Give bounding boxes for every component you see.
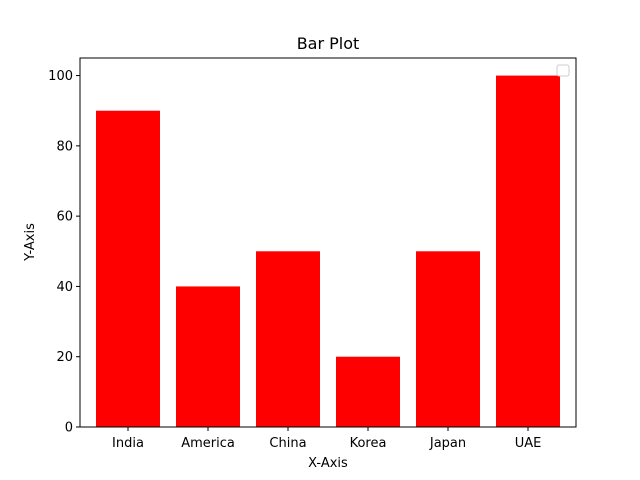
x-tick-label: Japan — [429, 436, 466, 451]
x-tick-label: China — [269, 436, 306, 451]
x-ticks-group: India America China Korea Japan UAE — [112, 427, 541, 451]
x-tick-label: India — [112, 436, 144, 451]
bar-japan — [416, 251, 480, 427]
y-axis-label: Y-Axis — [23, 223, 38, 262]
chart-title: Bar Plot — [297, 34, 360, 53]
x-tick-label: America — [181, 436, 235, 451]
bar-uae — [496, 75, 560, 428]
bar-korea — [336, 356, 400, 427]
bars-group — [96, 75, 560, 428]
axes-frame — [79, 57, 577, 428]
y-ticks-group: 0 20 40 60 80 100 — [48, 69, 80, 436]
y-tick-label: 100 — [48, 69, 73, 84]
y-tick-label: 40 — [56, 280, 73, 295]
x-axis-label: X-Axis — [308, 456, 348, 471]
x-tick-label: Korea — [350, 436, 387, 451]
x-tick-label: UAE — [515, 436, 542, 451]
y-tick-label: 60 — [56, 210, 73, 225]
y-tick-label: 0 — [65, 421, 73, 436]
y-tick-label: 20 — [56, 350, 73, 365]
y-tick-label: 80 — [56, 139, 73, 154]
bar-america — [176, 286, 240, 427]
bar-china — [256, 251, 320, 427]
legend-box — [556, 64, 570, 77]
bar-india — [96, 110, 160, 427]
